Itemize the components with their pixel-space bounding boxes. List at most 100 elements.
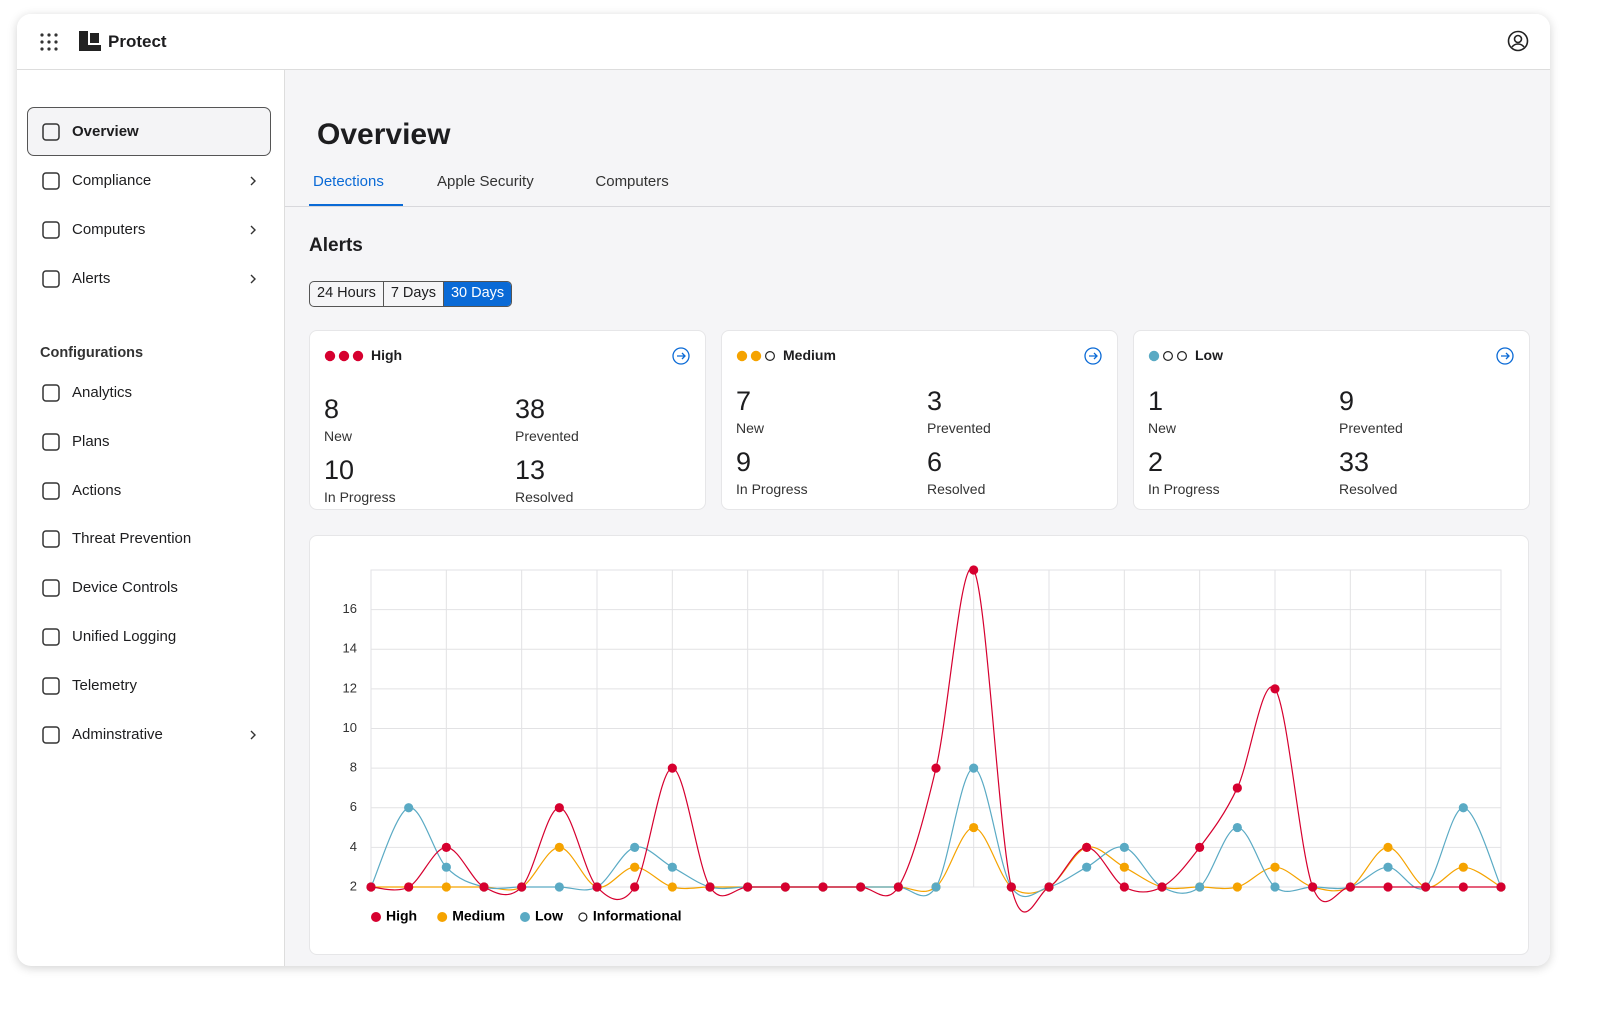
summary-card: Low 1 New 9 Prevented 2 In Progress 33 Resolved [1133,330,1530,510]
dot [736,350,748,362]
data-point [1232,882,1242,892]
data-point [404,803,414,813]
data-point [1308,882,1318,892]
card-title: Low [1195,347,1223,363]
data-point [1496,882,1506,892]
y-tick-label: 10 [343,720,357,735]
data-point [554,842,564,852]
tab[interactable]: Computers [595,173,669,190]
series-line [370,567,1501,913]
y-tick-label: 14 [343,641,357,656]
nav-item[interactable]: Actions [72,481,122,499]
nav-item[interactable]: Device Controls [72,579,178,597]
nav-item[interactable]: Unified Logging [72,628,177,645]
icon-shape [42,530,60,549]
data-point [554,803,564,813]
stat-value: 9 [736,447,752,477]
data-point [667,882,677,892]
tab[interactable]: Apple Security [437,173,534,190]
data-point [554,882,564,892]
icon-shape [42,628,60,646]
severity-dots [736,350,776,362]
data-point [1232,822,1242,833]
severity-dots [324,350,364,362]
data-point [893,882,903,892]
chevron-shape [250,225,256,235]
stat-value: 38 [515,394,546,424]
range-button[interactable]: 7 Days [382,282,443,306]
stat-label: In Progress [1148,481,1220,497]
nav-item[interactable]: Computers [72,221,146,238]
nav-icon [42,481,60,500]
nav-icon [42,530,60,549]
icon-shape [42,384,60,402]
icon-shape [42,221,60,239]
data-point [479,882,489,892]
stat-value: 33 [1339,447,1370,477]
window: Protect Overview Compliance Computers Alert… [17,14,1550,966]
stat-value: 1 [1148,386,1164,416]
data-point [1421,882,1431,892]
sidebar: Overview Compliance Computers Alerts Configu… [17,70,284,966]
data-point [1119,862,1129,872]
account-icon[interactable] [1507,30,1529,52]
y-tick-label: 2 [350,878,357,893]
data-point [1270,882,1280,892]
tab[interactable]: Detections [313,173,384,190]
data-point [1383,862,1393,872]
data-point [1082,862,1092,872]
stat-value: 9 [1339,386,1355,416]
data-point [630,882,640,892]
nav-item[interactable]: Compliance [72,172,152,189]
nav-icon [42,270,60,288]
data-point [1458,862,1468,872]
range-button[interactable]: 30 Days [442,282,512,306]
data-point [1044,882,1054,892]
nav-item[interactable]: Plans [72,432,110,450]
stat-label: New [736,420,765,436]
legend-swatch [437,912,448,922]
nav-item[interactable]: Analytics [72,384,133,401]
nav-item[interactable]: Adminstrative [72,725,163,743]
nav-item[interactable]: Alerts [72,270,111,287]
icon-ring [672,347,690,365]
data-point [1270,684,1280,694]
data-point [1345,882,1355,892]
nav-item[interactable]: Threat Prevention [72,530,192,548]
nav-icon [42,433,60,451]
nav-icon [42,123,60,141]
icon-arrow [1501,352,1510,360]
dot [324,350,336,362]
data-point [441,882,451,892]
nav-icon [42,221,60,239]
data-point [441,842,451,852]
stat-value: 10 [324,455,355,485]
stat-value: 8 [324,394,340,424]
nav-item[interactable]: Overview [72,123,139,140]
range-button[interactable]: 24 Hours [317,285,376,301]
icon-shape [42,270,60,288]
legend-label: High [386,908,417,924]
chevron [250,225,256,235]
nav-item[interactable]: Telemetry [72,676,138,694]
data-point [1119,842,1129,852]
chevron [250,176,256,186]
y-tick-label: 16 [343,601,357,616]
data-point [1383,842,1393,852]
stat-value: 6 [927,447,943,477]
severity-dots [1148,350,1188,362]
legend-label: Informational [593,908,682,924]
data-point [969,763,979,773]
dot [352,350,364,362]
data-point [441,862,451,872]
apps-icon[interactable] [39,32,59,52]
stat-value: 3 [927,386,943,416]
stat-label: Prevented [927,420,991,436]
main: Overview Detections Apple Security Compute… [284,70,1550,966]
data-point [931,882,941,892]
page-title: Overview [317,118,451,151]
dot [1177,350,1188,362]
icon-ring [1496,347,1514,365]
data-point [743,882,753,892]
